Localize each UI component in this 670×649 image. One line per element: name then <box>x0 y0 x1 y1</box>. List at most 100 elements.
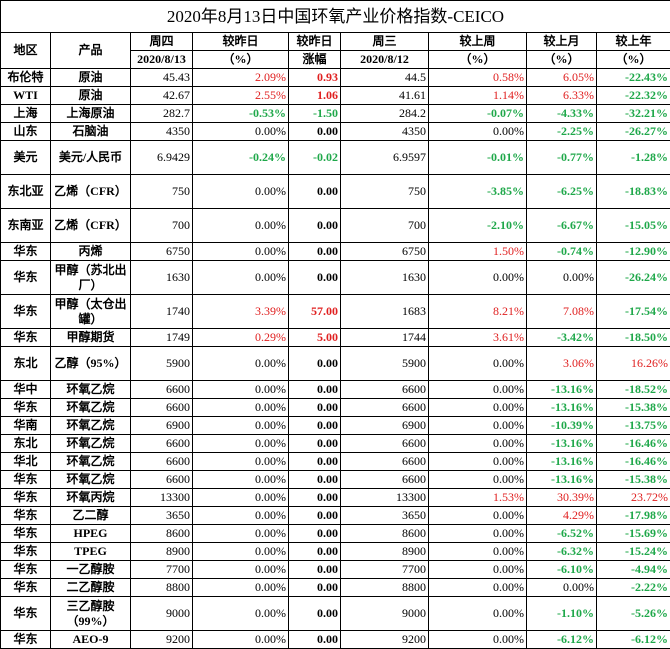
table-cell: 0.00% <box>193 347 289 381</box>
table-cell: 环氧乙烷 <box>51 399 131 417</box>
table-cell: 0.00% <box>193 579 289 597</box>
table-cell: 45.43 <box>131 69 193 87</box>
table-cell: 41.61 <box>341 87 429 105</box>
table-cell: 华东 <box>1 543 51 561</box>
table-cell: 0.00% <box>429 471 527 489</box>
table-cell: 3650 <box>131 507 193 525</box>
table-cell: 6600 <box>341 435 429 453</box>
table-cell: -12.90% <box>597 243 670 261</box>
table-cell: 东北 <box>1 347 51 381</box>
table-cell: 282.7 <box>131 105 193 123</box>
table-cell: 6.33% <box>527 87 597 105</box>
table-cell: -13.16% <box>527 399 597 417</box>
table-cell: 8.21% <box>429 295 527 329</box>
table-cell: 6750 <box>131 243 193 261</box>
table-cell: -3.85% <box>429 175 527 209</box>
table-cell: 57.00 <box>289 295 341 329</box>
table-cell: 9200 <box>131 631 193 649</box>
table-cell: 8900 <box>131 543 193 561</box>
table-cell: WTI <box>1 87 51 105</box>
table-cell: 6600 <box>131 399 193 417</box>
table-cell: 0.00 <box>289 453 341 471</box>
table-cell: -32.21% <box>597 105 670 123</box>
table-cell: -0.02 <box>289 141 341 175</box>
table-cell: 0.00% <box>429 543 527 561</box>
table-cell: 东北 <box>1 435 51 453</box>
table-cell: 华东 <box>1 295 51 329</box>
table-cell: 0.00% <box>193 507 289 525</box>
table-cell: 0.00% <box>193 243 289 261</box>
table-cell: 0.00% <box>527 261 597 295</box>
table-cell: 5900 <box>341 347 429 381</box>
table-cell: 1.06 <box>289 87 341 105</box>
column-subheader: 2020/8/13 <box>131 51 193 69</box>
table-cell: 0.00 <box>289 347 341 381</box>
table-cell: 0.00% <box>193 471 289 489</box>
table-cell: 0.00 <box>289 489 341 507</box>
table-cell: 华东 <box>1 561 51 579</box>
table-cell: 6600 <box>131 471 193 489</box>
table-cell: 乙醇（95%） <box>51 347 131 381</box>
table-cell: 0.00% <box>193 597 289 631</box>
table-cell: 2.55% <box>193 87 289 105</box>
table-cell: 布伦特 <box>1 69 51 87</box>
column-subheader: （%） <box>597 51 670 69</box>
table-cell: -10.39% <box>527 417 597 435</box>
table-cell: 华东 <box>1 243 51 261</box>
table-cell: -0.24% <box>193 141 289 175</box>
table-cell: -18.83% <box>597 175 670 209</box>
table-cell: 0.00 <box>289 417 341 435</box>
table-cell: 6600 <box>341 381 429 399</box>
table-cell: -13.16% <box>527 381 597 399</box>
table-cell: -4.94% <box>597 561 670 579</box>
table-cell: 0.00 <box>289 209 341 243</box>
column-header: 较昨日 <box>289 33 341 51</box>
table-cell: 原油 <box>51 87 131 105</box>
table-cell: 6.05% <box>527 69 597 87</box>
table-cell: 华东 <box>1 329 51 347</box>
table-cell: 0.00% <box>193 525 289 543</box>
table-cell: 8600 <box>131 525 193 543</box>
column-subheader: （%） <box>429 51 527 69</box>
table-cell: 0.00% <box>193 399 289 417</box>
table-cell: 华东 <box>1 525 51 543</box>
table-cell: 0.00% <box>429 631 527 649</box>
table-cell: 13300 <box>131 489 193 507</box>
table-cell: 乙二醇 <box>51 507 131 525</box>
table-cell: 甲醇期货 <box>51 329 131 347</box>
table-cell: AEO-9 <box>51 631 131 649</box>
table-cell: -16.46% <box>597 435 670 453</box>
table-cell: 0.00 <box>289 399 341 417</box>
table-cell: -6.52% <box>527 525 597 543</box>
table-cell: -5.26% <box>597 597 670 631</box>
table-cell: 华北 <box>1 453 51 471</box>
table-cell: 8900 <box>341 543 429 561</box>
column-subheader: （%） <box>527 51 597 69</box>
table-cell: 丙烯 <box>51 243 131 261</box>
table-cell: 美元/人民币 <box>51 141 131 175</box>
table-cell: 1.50% <box>429 243 527 261</box>
table-cell: 1.53% <box>429 489 527 507</box>
table-cell: 0.00 <box>289 597 341 631</box>
table-cell: -13.16% <box>527 471 597 489</box>
table-cell: -4.33% <box>527 105 597 123</box>
table-cell: 美元 <box>1 141 51 175</box>
table-cell: 0.00 <box>289 579 341 597</box>
table-cell: 3650 <box>341 507 429 525</box>
table-cell: 0.00% <box>193 261 289 295</box>
table-cell: 7.08% <box>527 295 597 329</box>
table-cell: 华东 <box>1 399 51 417</box>
table-cell: 700 <box>341 209 429 243</box>
table-cell: 0.00% <box>193 209 289 243</box>
table-cell: 8600 <box>341 525 429 543</box>
table-cell: 0.00% <box>193 561 289 579</box>
table-cell: -0.74% <box>527 243 597 261</box>
table-cell: -15.38% <box>597 471 670 489</box>
